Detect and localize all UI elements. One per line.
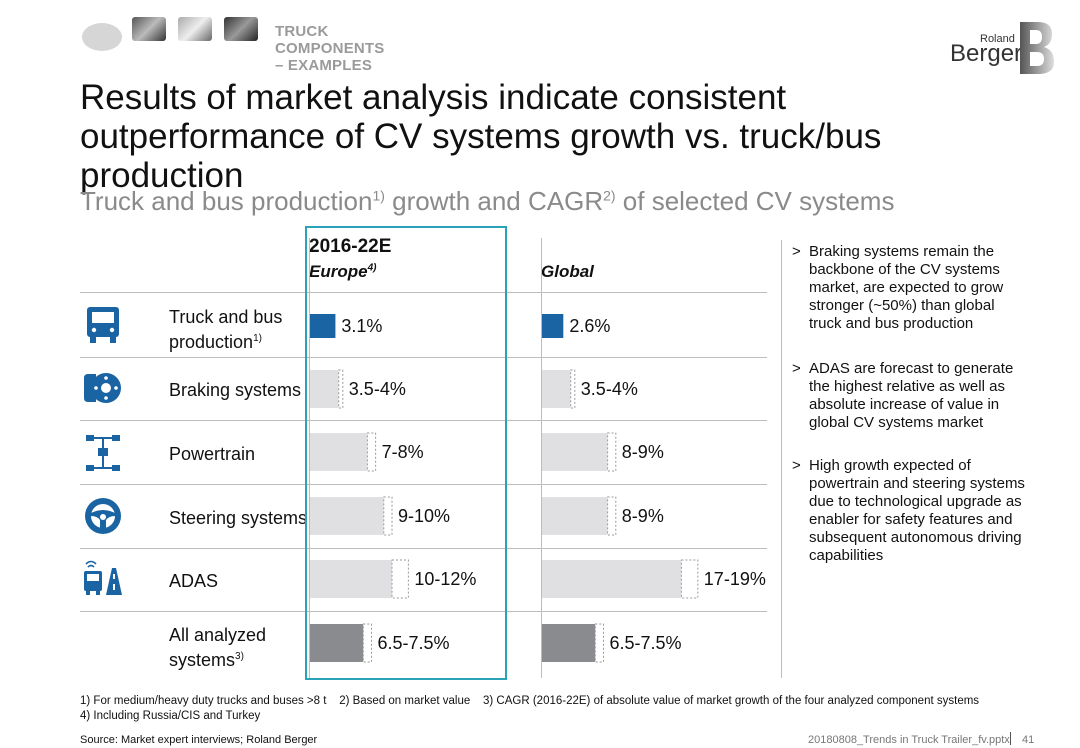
europe-highlight-frame [305,226,507,680]
trucks-photo-thumbnail [178,17,212,41]
brake-disc-icon [84,373,121,403]
global-axis-line [541,238,542,678]
bar-range-global-2 [607,432,617,472]
subtitle-part-2: growth and CAGR [384,186,604,216]
global-column-header: Global [541,262,594,281]
brake-photo-thumbnail [224,17,258,41]
data-label-global-1: 3.5-4% [581,379,638,399]
data-label-global-3: 8-9% [622,506,664,526]
adas-vehicle-road-icon [84,560,122,595]
bar-europe-4 [310,560,392,598]
bar-europe-3 [310,497,384,535]
roland-berger-logo-icon [1020,22,1054,74]
data-label-europe-3: 9-10% [398,506,450,526]
period-label: 2016-22E [309,236,392,257]
bullet-marker: > [792,243,801,260]
europe-column-header: Europe4) [309,262,376,282]
chart-subtitle: Truck and bus production1) growth and CA… [80,186,894,217]
row-label-braking: Braking systems [169,380,302,400]
row-label-all-sup: 3) [235,651,244,662]
data-label-global-5: 6.5-7.5% [610,633,682,653]
truck-icon [87,307,119,343]
row-separator [80,357,767,358]
data-label-europe-0: 3.1% [341,316,382,336]
bar-range-global-1 [570,369,576,409]
steering-wheel-icon [85,498,121,534]
row-label-production-line1: Truck and bus [169,307,283,327]
bullet-braking: > Braking systems remain the backbone of … [792,243,1022,335]
bar-global-2 [542,433,608,471]
data-label-global-2: 8-9% [622,442,664,462]
row-label-all-line2: systems [169,650,236,670]
commentary-divider [781,240,782,678]
bullet-powertrain-steering: > High growth expected of powertrain and … [792,457,1025,587]
bar-range-europe-1 [338,369,344,409]
bar-global-1 [542,370,571,408]
logo-text-top: Roland [980,33,1015,45]
subtitle-sup-1: 1) [372,187,385,204]
file-reference: 20180808_Trends in Truck Trailer_fv.pptx [808,734,1010,746]
subtitle-part-3: of selected CV systems [615,186,895,216]
page-title: Results of market analysis indicate cons… [80,78,882,195]
bar-europe-2 [310,433,368,471]
row-label-all-systems: All analyzed systems3) [169,624,266,671]
engine-photo-thumbnail [132,17,166,41]
data-label-global-0: 2.6% [569,316,610,336]
data-label-europe-1: 3.5-4% [349,379,406,399]
truck-thumbnail-icon [82,23,122,51]
bar-range-europe-4 [391,559,409,599]
page-number: 41 [1022,734,1035,746]
data-label-europe-2: 7-8% [382,442,424,462]
bar-range-europe-2 [366,432,377,472]
bar-europe-0 [310,314,336,338]
powertrain-axle-icon [86,435,120,471]
row-separator [80,420,767,421]
page-number-divider [1010,732,1011,745]
subtitle-sup-2: 2) [603,187,616,204]
bullet-marker: > [792,457,801,474]
row-label-all-line1: All analyzed [169,625,267,645]
header-label: TRUCK COMPONENTS – EXAMPLES [275,23,385,74]
data-label-europe-4: 10-12% [414,569,476,589]
bullet-text: Braking systems remain the backbone of t… [809,243,1004,332]
bullet-marker: > [792,360,801,377]
bar-global-0 [542,314,564,338]
row-separator [80,292,767,293]
source-note: Source: Market expert interviews; Roland… [80,734,318,746]
row-label-production-line2: production [169,332,254,352]
row-separator [80,611,767,612]
data-label-global-4: 17-19% [704,569,766,589]
bar-global-3 [542,497,608,535]
logo-text-bottom: Berger [950,40,1023,67]
data-label-europe-5: 6.5-7.5% [378,633,450,653]
footnote-line-1: 1) For medium/heavy duty trucks and buse… [80,695,980,707]
bar-europe-1 [310,370,339,408]
bullet-text: High growth expected of powertrain and s… [809,457,1025,564]
bullet-adas: > ADAS are forecast to generate the highe… [792,360,1022,434]
bar-range-global-3 [607,496,617,536]
row-separator [80,548,767,549]
bar-range-global-4 [680,559,699,599]
europe-header-sup: 4) [367,262,377,274]
row-label-production-sup: 1) [253,333,262,344]
bar-range-global-5 [594,623,604,663]
subtitle-part-1: Truck and bus production [80,186,373,216]
row-label-steering: Steering systems [169,508,308,528]
row-label-powertrain: Powertrain [169,444,256,464]
bar-global-5 [542,624,596,662]
row-label-production: Truck and bus production1) [169,306,282,353]
europe-axis-line [309,238,310,678]
footnote-line-2: 4) Including Russia/CIS and Turkey [80,710,261,722]
row-separator [80,484,767,485]
row-label-adas: ADAS [169,571,219,591]
bar-range-europe-3 [383,496,393,536]
bar-europe-5 [310,624,364,662]
bar-global-4 [542,560,682,598]
bullet-text: ADAS are forecast to generate the highes… [809,360,1014,431]
europe-header-text: Europe [309,262,368,281]
bar-range-europe-5 [362,623,372,663]
